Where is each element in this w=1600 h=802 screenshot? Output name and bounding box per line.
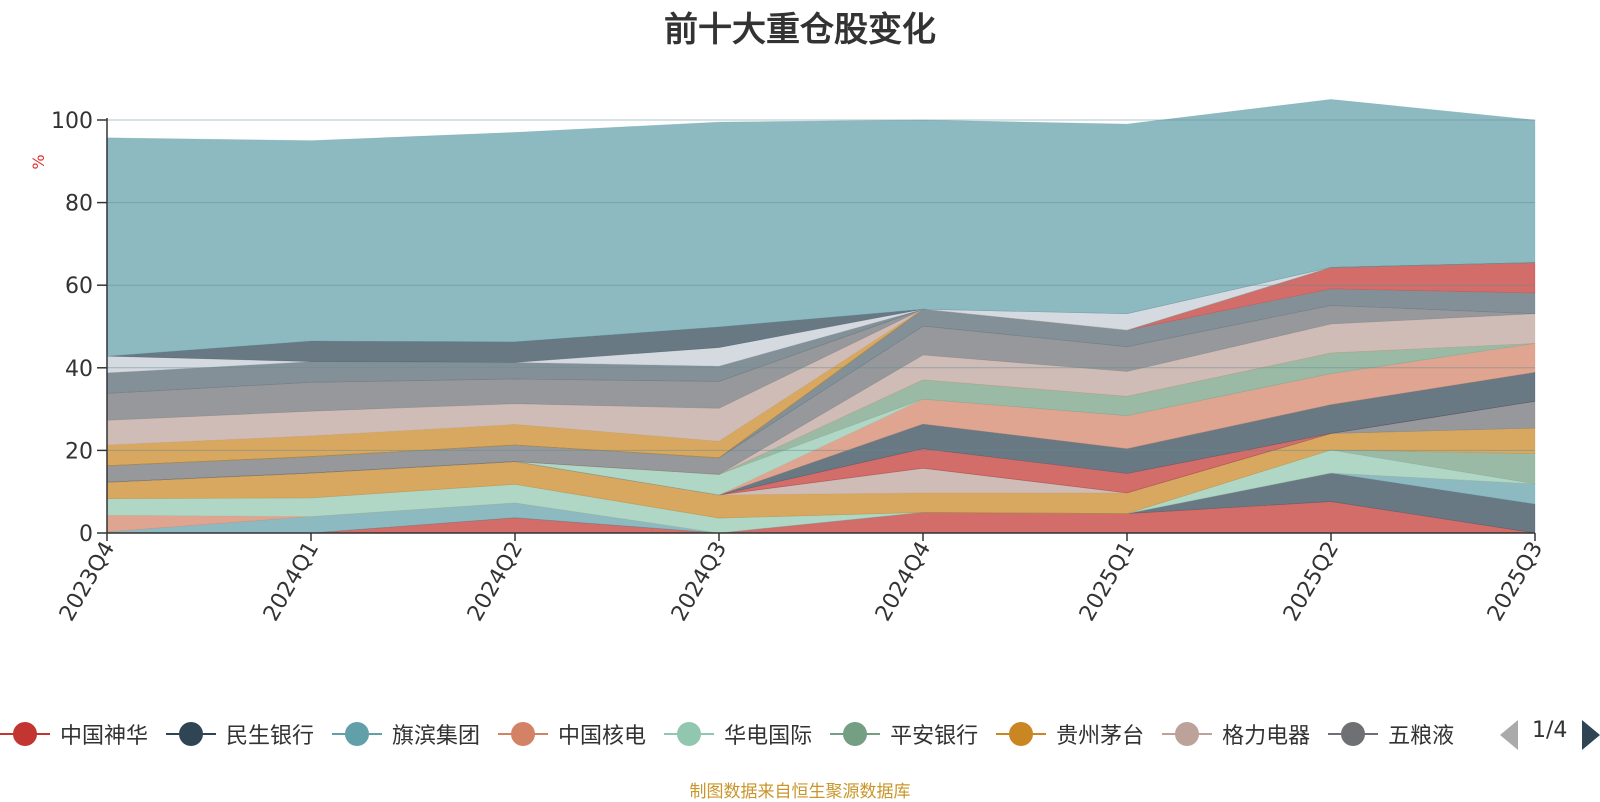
legend-item[interactable]: 格力电器 [1162,712,1310,756]
x-tick-label: 2024Q1 [259,538,324,626]
x-tick-label: 2025Q2 [1279,538,1344,626]
legend-page-indicator: 1/4 [1532,718,1568,743]
legend-item[interactable]: 中国核电 [498,712,646,756]
area-series-4 [106,449,1536,534]
area-series-34 [106,99,1536,357]
legend-items: 中国神华 民生银行 旗滨集团 中国核电 华电国际 平安银行 贵州茅台 格力电器 五粮液 [0,712,1472,756]
y-tick-label: 20 [65,439,93,464]
legend-label: 华电国际 [724,724,813,749]
legend-label: 中国神华 [60,724,149,749]
legend-item[interactable]: 旗滨集团 [332,712,480,756]
legend-marker-icon [0,722,50,746]
area-series-2 [106,472,1536,534]
legend: 中国神华 民生银行 旗滨集团 中国核电 华电国际 平安银行 贵州茅台 格力电器 五粮液 [0,712,1500,756]
legend-item[interactable]: 平安银行 [830,712,978,756]
legend-marker-icon [830,722,881,746]
source-note: 制图数据来自恒生聚源数据库 [689,782,911,802]
area-series-30 [106,262,1536,421]
legend-marker-icon [996,722,1047,746]
legend-marker-icon [664,722,715,746]
y-tick-label: 60 [65,274,93,299]
x-tick-label: 2025Q1 [1075,538,1140,626]
legend-item[interactable]: 贵州茅台 [996,712,1144,756]
grid-layer [107,119,1535,451]
legend-item[interactable]: 华电国际 [664,712,812,756]
area-layer [106,99,1536,534]
stacked-area-chart: 0 20 40 60 80 100 2023Q4 2024Q1 2024Q2 2024Q3 2024… [29,99,1548,626]
y-tick-label: 0 [79,522,93,547]
legend-item[interactable]: 中国神华 [0,712,148,756]
legend-label: 中国核电 [558,724,647,749]
legend-pager: 1/4 [1500,718,1600,752]
legend-marker-icon [332,722,383,746]
x-tick-label: 2025Q3 [1483,538,1548,626]
legend-marker-icon [1162,722,1213,746]
legend-marker-icon [1328,722,1379,746]
x-tick-label: 2024Q4 [871,538,936,626]
legend-label: 民生银行 [226,724,315,749]
y-tick-label: 80 [65,192,93,217]
y-tick-label: 40 [65,357,93,382]
y-axis-unit-label: % [29,154,48,169]
x-tick-label: 2024Q2 [463,538,528,626]
x-tick-label: 2024Q3 [667,538,732,626]
chart-title: 前十大重仓股变化 [664,10,936,50]
legend-label: 旗滨集团 [392,724,481,749]
legend-next-arrow-icon[interactable] [1582,720,1600,750]
legend-label: 格力电器 [1222,724,1311,749]
legend-label: 平安银行 [890,724,979,749]
legend-marker-icon [166,722,217,746]
legend-item[interactable]: 民生银行 [166,712,314,756]
legend-label: 五粮液 [1388,724,1455,749]
x-tick-label: 2023Q4 [55,538,120,626]
legend-label: 贵州茅台 [1056,724,1145,749]
legend-prev-arrow-icon[interactable] [1500,720,1518,750]
area-series-5 [106,449,1536,519]
y-tick-label: 100 [51,109,93,134]
legend-marker-icon [498,722,549,746]
legend-item[interactable]: 五粮液 [1328,712,1454,756]
